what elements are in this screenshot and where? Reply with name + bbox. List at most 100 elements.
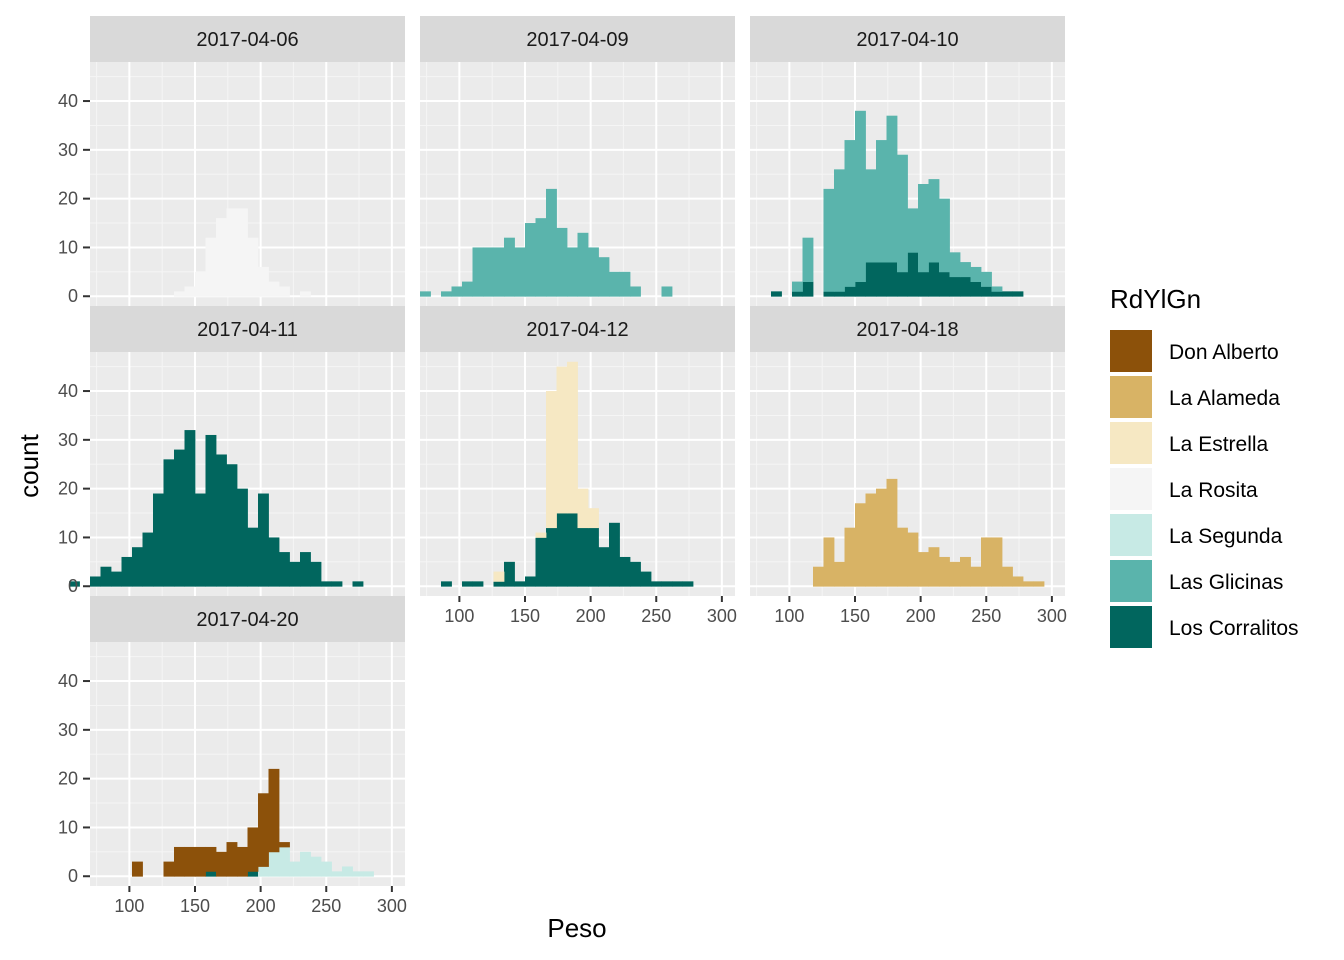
histogram-bar xyxy=(970,281,982,297)
histogram-bar xyxy=(939,198,950,273)
histogram-bar xyxy=(844,140,856,287)
histogram-bar xyxy=(640,571,652,587)
histogram-bar xyxy=(300,552,311,587)
histogram-bar xyxy=(363,871,374,877)
histogram-bar xyxy=(1012,291,1024,297)
histogram-bar xyxy=(525,576,536,587)
y-tick-label: 0 xyxy=(68,576,78,596)
x-tick-label: 100 xyxy=(444,606,474,626)
histogram-bar xyxy=(462,581,473,587)
legend-swatch xyxy=(1110,560,1152,602)
histogram-bar xyxy=(300,291,311,297)
x-tick-label: 200 xyxy=(576,606,606,626)
facet-strip xyxy=(420,16,735,62)
histogram-bar xyxy=(258,866,269,877)
histogram-bar xyxy=(226,208,238,297)
legend-swatch xyxy=(1110,376,1152,418)
histogram-bar xyxy=(577,232,589,297)
histogram-bar xyxy=(493,581,505,587)
y-tick-label: 40 xyxy=(58,381,78,401)
histogram-bar xyxy=(163,861,175,877)
histogram-bar xyxy=(451,286,463,297)
histogram-bar xyxy=(556,227,568,297)
histogram-bar xyxy=(132,547,143,587)
facet-strip xyxy=(750,16,1065,62)
histogram-bar xyxy=(258,266,269,297)
histogram-bar xyxy=(90,576,101,587)
histogram-bar xyxy=(535,532,547,538)
histogram-bar xyxy=(897,527,908,587)
histogram-bar xyxy=(813,566,824,587)
histogram-bar xyxy=(886,115,898,263)
histogram-bar xyxy=(960,276,971,297)
histogram-bar xyxy=(619,271,631,297)
histogram-bar xyxy=(546,391,557,529)
histogram-bar xyxy=(960,262,971,278)
histogram-bar xyxy=(237,208,248,297)
legend-label: Las Glicinas xyxy=(1169,571,1283,594)
histogram-bar xyxy=(865,493,877,587)
x-tick-label: 300 xyxy=(1037,606,1067,626)
histogram-bar xyxy=(834,561,845,587)
histogram-bar xyxy=(525,223,536,297)
histogram-bar xyxy=(279,842,290,848)
histogram-bar xyxy=(834,291,845,297)
histogram-bar xyxy=(682,581,694,587)
y-tick-label: 20 xyxy=(58,189,78,209)
x-tick-label: 150 xyxy=(180,896,210,916)
histogram-bar xyxy=(195,493,206,587)
histogram-bar xyxy=(823,188,835,292)
y-tick-label: 10 xyxy=(58,237,78,257)
facet-panel-2017-04-18: 2017-04-18 100 150 200 250 300 xyxy=(750,306,1067,626)
y-tick-label: 20 xyxy=(58,479,78,499)
histogram-bar xyxy=(771,291,782,297)
x-tick-label: 250 xyxy=(971,606,1001,626)
histogram-bar xyxy=(661,581,673,587)
histogram-bar xyxy=(247,827,259,872)
facet-strip-label: 2017-04-10 xyxy=(856,29,958,51)
histogram-bar xyxy=(588,508,599,529)
histogram-bar xyxy=(226,464,238,587)
legend-label: La Rosita xyxy=(1169,479,1258,502)
histogram-bar xyxy=(142,532,154,587)
histogram-bar xyxy=(504,561,515,587)
histogram-bar xyxy=(928,547,940,587)
facet-strip-label: 2017-04-09 xyxy=(526,29,628,51)
legend-swatch xyxy=(1110,514,1152,556)
histogram-bar xyxy=(493,247,505,297)
histogram-bar xyxy=(802,237,814,282)
facet-strip xyxy=(90,306,405,352)
histogram-bar xyxy=(991,291,1003,297)
histogram-bar xyxy=(420,291,431,297)
x-tick-label: 150 xyxy=(840,606,870,626)
histogram-bar xyxy=(907,208,919,253)
y-axis-title: count xyxy=(14,433,44,497)
histogram-bar xyxy=(237,846,248,877)
facet-panel-2017-04-09: 2017-04-09 xyxy=(420,16,735,312)
histogram-bar xyxy=(556,513,568,587)
histogram-bar xyxy=(546,188,557,297)
histogram-bar xyxy=(279,552,290,587)
legend-label: Los Corralitos xyxy=(1169,617,1299,640)
histogram-bar xyxy=(268,537,280,587)
histogram-bar xyxy=(588,247,599,297)
histogram-bar xyxy=(258,493,269,587)
legend-swatch xyxy=(1110,468,1152,510)
x-tick-label: 300 xyxy=(377,896,407,916)
histogram-bar xyxy=(970,566,982,587)
histogram-bar xyxy=(289,561,301,587)
histogram-bar xyxy=(483,247,494,297)
x-tick-label: 200 xyxy=(246,896,276,916)
histogram-bar xyxy=(661,286,673,297)
y-tick-label: 0 xyxy=(68,866,78,886)
facet-strip-label: 2017-04-12 xyxy=(526,319,628,341)
facet-strip xyxy=(420,306,735,352)
histogram-bar xyxy=(823,291,835,297)
x-tick-label: 150 xyxy=(510,606,540,626)
histogram-bar xyxy=(619,556,631,587)
histogram-bar xyxy=(441,581,452,587)
histogram-bar xyxy=(121,556,133,587)
histogram-bar xyxy=(855,503,866,587)
histogram-bar xyxy=(174,846,185,877)
histogram-bar xyxy=(907,532,919,587)
